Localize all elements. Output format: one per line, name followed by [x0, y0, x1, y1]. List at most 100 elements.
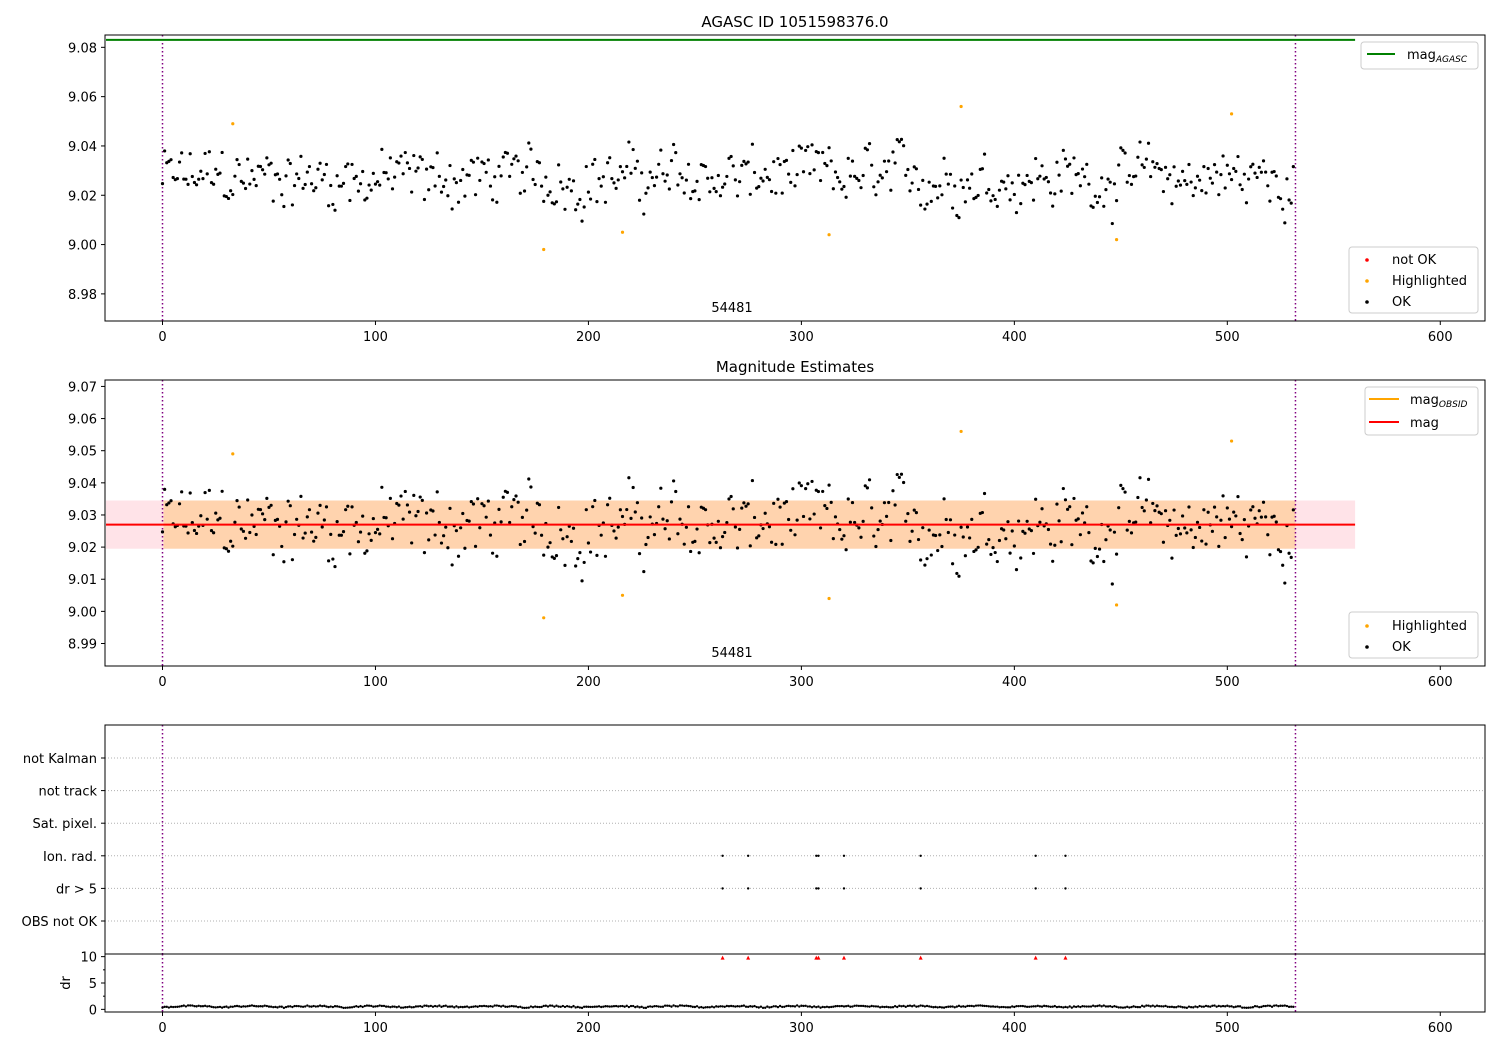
ok-point: [729, 154, 733, 159]
ok-point: [804, 487, 808, 491]
ok-point: [169, 158, 173, 162]
ok-point: [765, 175, 769, 179]
ok-point: [950, 562, 955, 566]
y-tick-label: 9.01: [68, 573, 97, 588]
ok-point: [821, 150, 825, 155]
ok-point: [327, 204, 331, 208]
dr-point: [670, 1005, 673, 1008]
dr-point: [423, 1004, 426, 1007]
ok-point: [642, 569, 646, 574]
dr-point: [751, 1005, 754, 1008]
ok-point: [891, 150, 895, 154]
ok-point: [810, 479, 814, 484]
dr-point: [989, 1005, 993, 1008]
ok-point: [738, 180, 742, 184]
dr-point: [229, 1005, 232, 1008]
ok-point: [859, 186, 863, 190]
dr-point: [821, 1005, 824, 1009]
ok-point: [514, 494, 518, 498]
ok-point: [899, 137, 904, 141]
ok-point: [648, 170, 652, 174]
ok-point: [160, 530, 165, 534]
ok-point: [1189, 180, 1193, 184]
flag-marker: [815, 887, 818, 890]
ok-point: [1274, 520, 1278, 524]
panel2-frame: [104, 379, 1486, 667]
ok-point: [648, 515, 652, 519]
ok-point: [1166, 177, 1170, 181]
ok-point: [1078, 184, 1082, 188]
ok-point: [1151, 501, 1155, 506]
x-tick-label: 200: [576, 330, 601, 345]
ok-point: [927, 180, 931, 184]
ok-point: [1087, 531, 1091, 535]
dr-point: [327, 1005, 330, 1009]
dr-point: [940, 1006, 944, 1009]
ok-point: [365, 196, 369, 200]
dr-point: [1281, 1004, 1284, 1008]
ok-point: [1219, 518, 1223, 522]
dr-point: [1096, 1004, 1099, 1008]
flag-label: not Kalman: [23, 752, 97, 767]
ok-point: [314, 186, 318, 190]
ok-point: [620, 514, 625, 519]
dr-point: [1002, 1005, 1005, 1009]
flag-marker: [842, 887, 846, 890]
ok-point: [667, 537, 671, 541]
panel1-y-axis: 8.989.009.029.049.069.08: [68, 41, 105, 303]
ok-point: [980, 510, 985, 515]
dr-point: [906, 1004, 910, 1008]
ok-point: [955, 213, 959, 218]
ok-point: [1161, 189, 1166, 194]
dr-point: [972, 1005, 976, 1008]
ok-point: [1144, 157, 1148, 161]
dr-point: [825, 1005, 829, 1008]
dr-point: [1290, 1005, 1293, 1008]
ok-point: [716, 173, 720, 178]
ok-point: [299, 494, 303, 498]
dr-point: [976, 1004, 980, 1007]
highlighted-point: [542, 616, 546, 620]
dr-point: [438, 1004, 441, 1007]
dr-point: [461, 1005, 464, 1009]
ok-point: [1038, 174, 1042, 178]
ok-point: [233, 520, 237, 524]
dr-point: [1066, 1006, 1069, 1009]
dr-point: [340, 1006, 343, 1009]
ok-point: [520, 515, 525, 519]
panel2-legend-bottom-box: [1348, 611, 1479, 659]
ok-point: [599, 533, 603, 537]
dr-point: [485, 1004, 488, 1008]
highlighted-point: [1229, 439, 1234, 443]
ok-point: [1023, 182, 1027, 187]
ok-point: [220, 489, 224, 493]
ok-point: [237, 162, 241, 167]
dr-point: [1202, 1005, 1206, 1008]
ok-point: [793, 184, 797, 188]
dr-point: [493, 1004, 496, 1007]
y-tick-label: 9.05: [68, 445, 97, 460]
ok-point: [906, 167, 910, 172]
dr-point: [365, 1004, 369, 1007]
ok-point: [1266, 184, 1270, 188]
dr-point: [199, 1005, 203, 1008]
dr-point: [955, 1005, 959, 1008]
ok-point: [672, 142, 676, 147]
dr-point: [306, 1004, 309, 1007]
ok-point: [940, 193, 944, 197]
ok-point: [350, 505, 354, 509]
ok-point: [746, 502, 750, 506]
ok-point: [1063, 498, 1068, 502]
dr-point: [763, 1006, 767, 1009]
dr-point: [248, 1004, 252, 1008]
ok-point: [220, 150, 224, 155]
dr-point: [725, 1004, 729, 1008]
ok-point: [833, 515, 838, 519]
ok-point: [938, 184, 942, 188]
dr-point: [1017, 1004, 1020, 1008]
dr-clipped-marker: [746, 955, 751, 960]
ok-point: [867, 478, 872, 482]
ok-point: [887, 159, 891, 163]
ok-point: [893, 161, 897, 165]
dr-point: [659, 1005, 663, 1008]
